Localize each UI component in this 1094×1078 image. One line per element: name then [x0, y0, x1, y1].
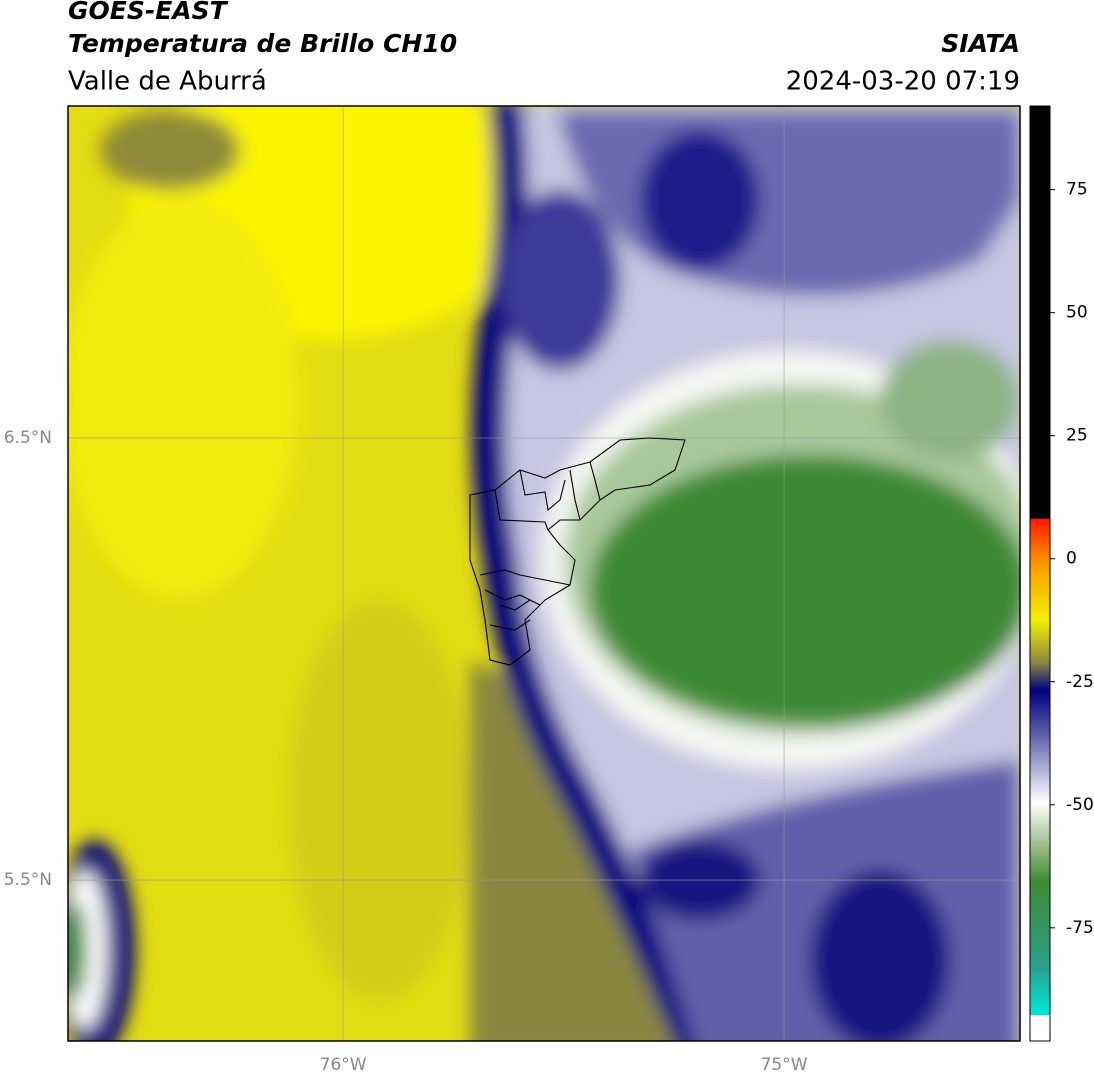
subtitle: Temperatura de Brillo CH10 [68, 29, 457, 58]
colorbar-tick-label: 25 [1066, 426, 1088, 446]
title: GOES-EAST [68, 0, 229, 25]
colorbar-tick-label: -75 [1066, 918, 1094, 938]
lat-tick-label: 6.5°N [4, 428, 52, 448]
colorbar-tick-label: -25 [1066, 672, 1094, 692]
map-frame [67, 105, 1021, 1042]
colorbar [1029, 105, 1051, 1042]
source: SIATA [941, 29, 1020, 58]
graticule [68, 106, 1020, 1041]
lat-tick-label: 5.5°N [4, 870, 52, 890]
lon-tick-label: 75°W [761, 1055, 808, 1075]
colorbar-tick-label: 50 [1066, 303, 1088, 323]
region: Valle de Aburrá [68, 67, 267, 97]
colorbar-ticks: 75 50 25 0 -25 -50 -75 [1050, 180, 1094, 938]
satellite-image [68, 106, 1020, 1041]
timestamp: 2024-03-20 07:19 [786, 67, 1020, 97]
colorbar-tick-label: 75 [1066, 180, 1088, 200]
colorbar-tick-label: 0 [1066, 549, 1077, 569]
colorbar-tick-label: -50 [1066, 795, 1094, 815]
lon-tick-label: 76°W [320, 1055, 367, 1075]
municipality-boundaries [469, 437, 686, 666]
